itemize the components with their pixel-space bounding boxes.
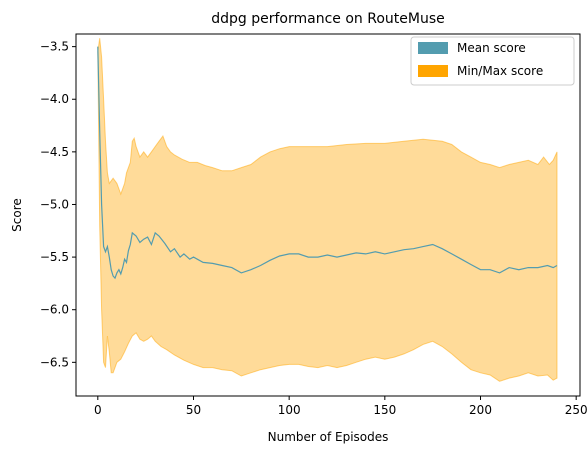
legend-label-minmax: Min/Max score — [457, 64, 543, 78]
x-tick-label: 250 — [565, 403, 588, 417]
y-axis-label: Score — [10, 198, 24, 232]
legend-swatch-mean — [418, 42, 448, 54]
x-tick-label: 50 — [186, 403, 201, 417]
y-axis: −3.5 −4.0 −4.5 −5.0 −5.5 −6.0 −6.5 — [40, 40, 76, 369]
y-tick-label: −6.0 — [40, 303, 69, 317]
y-tick-label: −5.5 — [40, 250, 69, 264]
chart-title: ddpg performance on RouteMuse — [211, 11, 445, 27]
y-tick-label: −4.0 — [40, 92, 69, 106]
y-tick-label: −4.5 — [40, 145, 69, 159]
x-tick-label: 0 — [94, 403, 102, 417]
legend-frame — [410, 36, 575, 86]
mean-score-line — [97, 46, 558, 280]
x-axis-label: Number of Episodes — [268, 430, 389, 444]
plot-area — [97, 38, 558, 382]
x-tick-label: 100 — [278, 403, 301, 417]
y-tick-label: −5.0 — [40, 197, 69, 211]
legend: Mean score Min/Max score — [410, 36, 575, 86]
x-axis: 0 50 100 150 200 250 — [94, 396, 588, 417]
x-tick-label: 150 — [373, 403, 396, 417]
x-tick-label: 200 — [469, 403, 492, 417]
axes-frame — [75, 33, 581, 397]
y-tick-label: −3.5 — [40, 40, 69, 54]
legend-label-mean: Mean score — [457, 41, 526, 55]
minmax-band — [97, 38, 558, 382]
legend-swatch-minmax — [418, 65, 448, 77]
y-tick-label: −6.5 — [40, 355, 69, 369]
